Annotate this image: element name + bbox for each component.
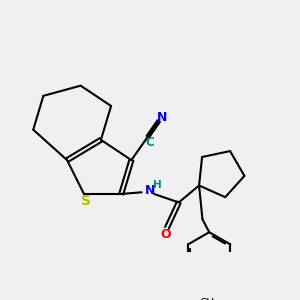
Text: N: N (157, 111, 167, 124)
Text: O: O (160, 228, 170, 241)
Text: CH₃: CH₃ (200, 298, 219, 300)
Text: C: C (146, 136, 154, 149)
Text: S: S (81, 194, 91, 208)
Text: H: H (153, 180, 162, 190)
Text: N: N (145, 184, 155, 197)
